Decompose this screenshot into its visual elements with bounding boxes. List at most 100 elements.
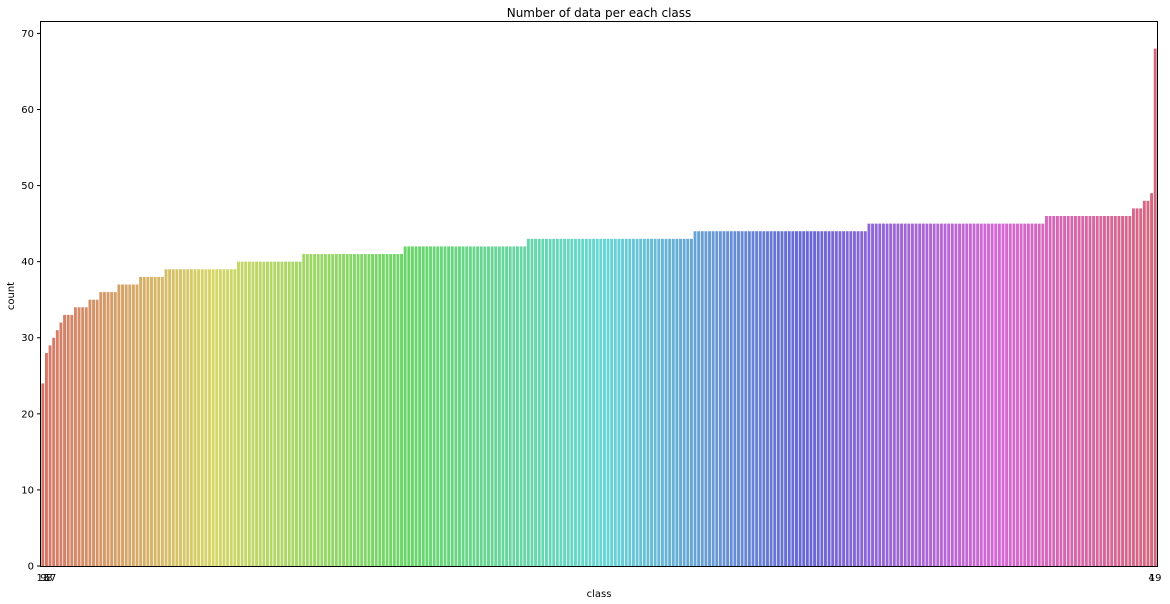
bar bbox=[179, 269, 182, 566]
bar bbox=[617, 238, 621, 566]
bar bbox=[896, 223, 900, 566]
bar bbox=[200, 269, 204, 566]
bar bbox=[831, 231, 835, 567]
bar bbox=[932, 223, 936, 566]
bar bbox=[925, 223, 929, 566]
bar bbox=[505, 246, 509, 566]
bar bbox=[961, 223, 965, 566]
bar bbox=[798, 231, 802, 567]
bar bbox=[979, 223, 983, 566]
bar bbox=[483, 246, 487, 566]
bar bbox=[334, 254, 338, 566]
bar bbox=[574, 238, 577, 566]
bar bbox=[211, 269, 215, 566]
bar bbox=[110, 292, 114, 566]
bar bbox=[635, 238, 639, 566]
bar bbox=[454, 246, 458, 566]
bar bbox=[309, 254, 313, 566]
bar bbox=[1030, 223, 1034, 566]
bar bbox=[726, 231, 730, 567]
bar bbox=[1019, 223, 1023, 566]
bar bbox=[342, 254, 345, 566]
bar bbox=[1045, 216, 1048, 566]
bar bbox=[555, 238, 559, 566]
bar bbox=[189, 269, 193, 566]
bar bbox=[465, 246, 469, 566]
bar bbox=[613, 238, 617, 566]
bar bbox=[99, 292, 103, 566]
bar bbox=[363, 254, 367, 566]
bar bbox=[1066, 216, 1070, 566]
bar bbox=[240, 261, 244, 566]
bar bbox=[1005, 223, 1009, 566]
bar bbox=[881, 223, 885, 566]
bar bbox=[313, 254, 317, 566]
bar bbox=[990, 223, 994, 566]
bar bbox=[338, 254, 342, 566]
bar bbox=[954, 223, 958, 566]
bar bbox=[487, 246, 490, 566]
bar bbox=[621, 238, 624, 566]
bar bbox=[1016, 223, 1019, 566]
bar bbox=[773, 231, 777, 567]
bar bbox=[262, 261, 266, 566]
y-tick-label: 0 bbox=[28, 562, 34, 573]
bar bbox=[146, 276, 150, 566]
bar bbox=[704, 231, 708, 567]
bar bbox=[838, 231, 842, 567]
bar bbox=[1099, 216, 1103, 566]
bar bbox=[414, 246, 418, 566]
y-tick-label: 70 bbox=[21, 29, 34, 40]
bar bbox=[1103, 216, 1106, 566]
bar bbox=[1052, 216, 1056, 566]
bar bbox=[816, 231, 820, 567]
bar bbox=[860, 231, 864, 567]
bar bbox=[1077, 216, 1081, 566]
bar bbox=[512, 246, 516, 566]
bar bbox=[592, 238, 596, 566]
bar bbox=[671, 238, 675, 566]
bar bbox=[139, 276, 143, 566]
bar bbox=[160, 276, 164, 566]
bar bbox=[856, 231, 860, 567]
bar bbox=[106, 292, 110, 566]
chart-title: Number of data per each class bbox=[507, 6, 692, 20]
bar bbox=[972, 223, 976, 566]
bar bbox=[378, 254, 382, 566]
bar bbox=[81, 307, 85, 566]
bar bbox=[266, 261, 269, 566]
y-tick-label: 40 bbox=[21, 257, 34, 268]
bar bbox=[345, 254, 349, 566]
bar bbox=[545, 238, 548, 566]
bar bbox=[526, 238, 530, 566]
bar bbox=[787, 231, 791, 567]
bar bbox=[523, 246, 527, 566]
y-tick-label: 20 bbox=[21, 409, 34, 420]
bar bbox=[646, 238, 650, 566]
bar bbox=[541, 238, 545, 566]
bar bbox=[439, 246, 443, 566]
bar bbox=[827, 231, 831, 567]
bar bbox=[295, 261, 298, 566]
bar bbox=[947, 223, 951, 566]
bar bbox=[168, 269, 172, 566]
bar bbox=[371, 254, 374, 566]
bar bbox=[215, 269, 219, 566]
bar bbox=[581, 238, 585, 566]
bar bbox=[686, 238, 690, 566]
bar bbox=[776, 231, 780, 567]
bar bbox=[718, 231, 722, 567]
bar bbox=[1088, 216, 1092, 566]
bar bbox=[874, 223, 878, 566]
bar bbox=[1063, 216, 1067, 566]
bar bbox=[566, 238, 570, 566]
x-tick-label: 93 bbox=[40, 573, 53, 584]
bar bbox=[766, 231, 769, 567]
bar bbox=[175, 269, 179, 566]
bar bbox=[92, 299, 95, 566]
bar bbox=[871, 223, 875, 566]
bar bbox=[302, 254, 306, 566]
bar bbox=[55, 330, 59, 566]
bar bbox=[508, 246, 512, 566]
